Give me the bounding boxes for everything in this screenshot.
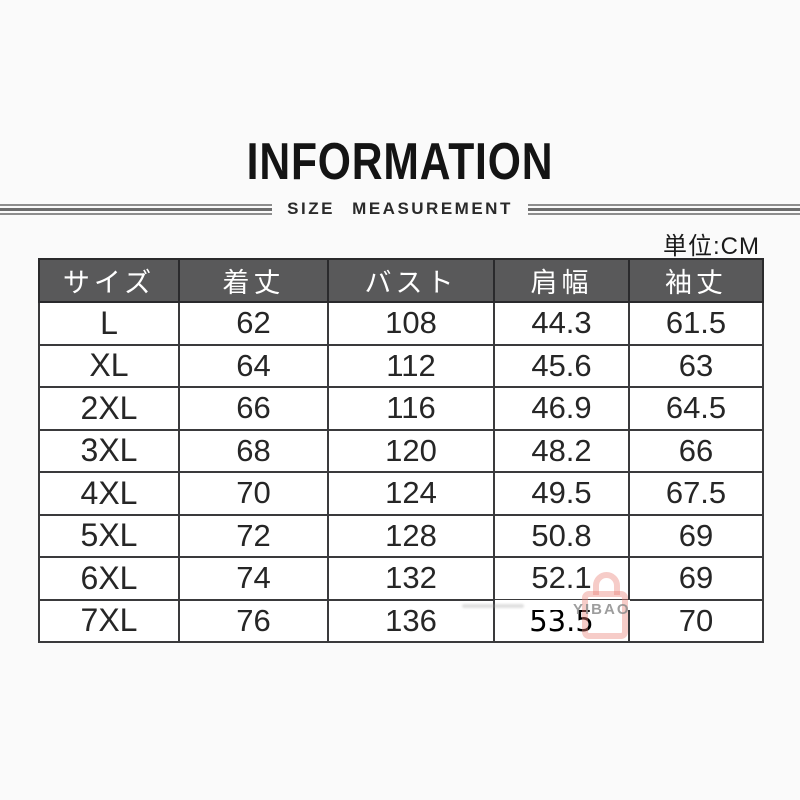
lock-icon: [582, 591, 628, 639]
table-cell: 116: [327, 386, 495, 431]
table-cell: 48.2: [493, 428, 630, 473]
table-cell: 136: [327, 598, 495, 643]
table-cell: 64.5: [628, 386, 764, 431]
table-row: L 62 108 44.3 61.5: [38, 301, 764, 346]
table-cell: 46.9: [493, 386, 630, 431]
table-cell: 69: [628, 513, 764, 558]
table-cell: 61.5: [628, 301, 764, 346]
watermark-brand: YIBAO: [573, 601, 631, 618]
table-cell: 70: [628, 598, 764, 643]
table-cell: 69: [628, 556, 764, 601]
erased-gridline-patch: [495, 600, 630, 610]
table-cell: 67.5: [628, 471, 764, 516]
table-cell: 66: [178, 386, 329, 431]
table-cell: 76: [178, 598, 329, 643]
row-size-label: 6XL: [38, 556, 180, 601]
col-header-sleeve: 袖丈: [628, 258, 764, 303]
size-table: サイズ 着丈 バスト 肩幅 袖丈 L 62 108 44.3 61.5 XL 6: [38, 258, 764, 643]
decor-lines-right: [527, 203, 800, 215]
row-size-label: L: [38, 301, 180, 346]
table-row: 6XL 74 132 52.1 69: [38, 556, 764, 601]
row-size-label: 4XL: [38, 471, 180, 516]
table-row: 2XL 66 116 46.9 64.5: [38, 386, 764, 431]
row-size-label: 2XL: [38, 386, 180, 431]
table-cell: 108: [327, 301, 495, 346]
row-size-label: XL: [38, 343, 180, 388]
table-cell: 120: [327, 428, 495, 473]
unit-label: 単位:CM: [663, 233, 760, 260]
table-header-row: サイズ 着丈 バスト 肩幅 袖丈: [38, 258, 764, 303]
table-cell: 63: [628, 343, 764, 388]
table-cell: 66: [628, 428, 764, 473]
table-row: 7XL 76 136 53.5 70: [38, 598, 764, 643]
table-cell: 49.5: [493, 471, 630, 516]
col-header-length: 着丈: [178, 258, 329, 303]
subtitle-row: SIZE MEASUREMENT: [0, 200, 800, 218]
col-header-shoulder: 肩幅: [493, 258, 630, 303]
table-row: 3XL 68 120 48.2 66: [38, 428, 764, 473]
table-cell: 74: [178, 556, 329, 601]
table-cell: 68: [178, 428, 329, 473]
table-row: XL 64 112 45.6 63: [38, 343, 764, 388]
table-row: 5XL 72 128 50.8 69: [38, 513, 764, 558]
table-cell: 50.8: [493, 513, 630, 558]
table-cell: 44.3: [493, 301, 630, 346]
table-cell: 62: [178, 301, 329, 346]
table-row: 4XL 70 124 49.5 67.5: [38, 471, 764, 516]
table-cell: 45.6: [493, 343, 630, 388]
col-header-bust: バスト: [327, 258, 495, 303]
table-cell: 124: [327, 471, 495, 516]
col-header-size: サイズ: [38, 258, 180, 303]
table-cell: 128: [327, 513, 495, 558]
size-measurement-table: サイズ 着丈 バスト 肩幅 袖丈 L 62 108 44.3 61.5 XL 6: [38, 258, 764, 643]
row-size-label: 7XL: [38, 598, 180, 643]
lock-icon: [593, 572, 620, 595]
page-title: INFORMATION: [246, 133, 554, 191]
table-cell: 70: [178, 471, 329, 516]
decor-lines-left: [0, 203, 273, 215]
table-cell: 64: [178, 343, 329, 388]
subtitle: SIZE MEASUREMENT: [287, 199, 513, 218]
row-size-label: 3XL: [38, 428, 180, 473]
table-cell: 132: [327, 556, 495, 601]
table-cell: 72: [178, 513, 329, 558]
table-cell: 112: [327, 343, 495, 388]
row-size-label: 5XL: [38, 513, 180, 558]
watermark-remnant-smudge: [462, 604, 524, 608]
